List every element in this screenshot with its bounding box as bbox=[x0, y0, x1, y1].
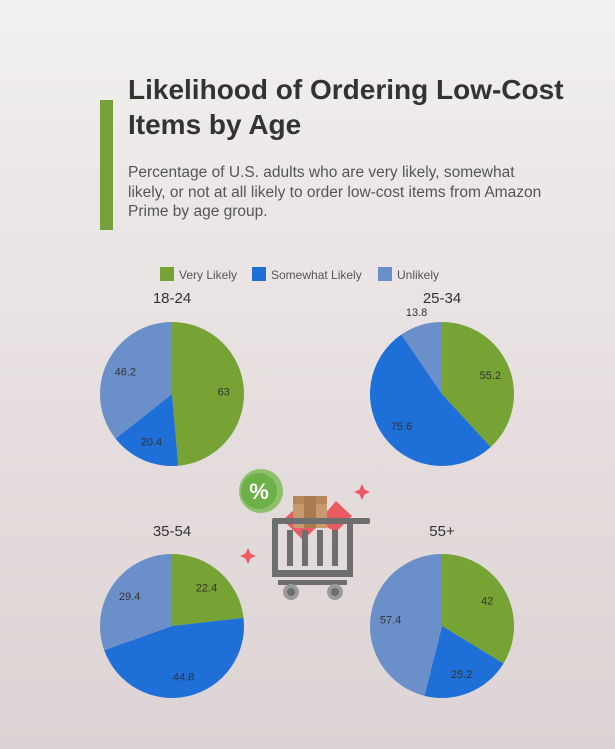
slice-label-35-54-unlikely: 29.4 bbox=[119, 591, 140, 603]
sparkle-icon bbox=[240, 548, 256, 564]
pie-slice-55-plus-very-likely bbox=[442, 554, 514, 664]
slice-label-55-plus-unlikely: 57.4 bbox=[380, 615, 401, 627]
pie-slice-35-54-very-likely bbox=[172, 554, 244, 626]
slice-label-18-24-unlikely: 46.2 bbox=[115, 366, 136, 378]
percent-badge-text: % bbox=[249, 479, 269, 504]
slice-label-25-34-unlikely: 13.8 bbox=[406, 307, 427, 319]
pie-title-18-24: 18-24 bbox=[153, 290, 191, 307]
slice-label-55-plus-somewhat-likely: 25.2 bbox=[451, 669, 472, 681]
pie-title-35-54: 35-54 bbox=[153, 523, 191, 540]
shopping-cart-icon bbox=[272, 518, 370, 600]
legend-label-very-likely: Very Likely bbox=[179, 268, 237, 282]
pie-slice-35-54-somewhat-likely bbox=[104, 617, 244, 699]
pie-slice-25-34-very-likely bbox=[442, 322, 514, 448]
pie-slice-55-plus-unlikely bbox=[369, 554, 442, 696]
legend: Very Likely Somewhat Likely Unlikely bbox=[160, 267, 439, 282]
pie-title-55-plus: 55+ bbox=[429, 523, 455, 540]
pie-slice-18-24-somewhat-likely bbox=[115, 394, 179, 466]
legend-label-somewhat-likely: Somewhat Likely bbox=[271, 268, 362, 282]
sparkle-icon bbox=[354, 484, 370, 500]
legend-swatch-unlikely bbox=[378, 267, 392, 281]
slice-label-35-54-somewhat-likely: 44.8 bbox=[173, 672, 194, 684]
slice-label-18-24-very-likely: 63 bbox=[218, 387, 230, 399]
pie-slice-25-34-somewhat-likely bbox=[370, 334, 491, 466]
pie-title-25-34: 25-34 bbox=[423, 290, 461, 307]
pies-layer: 63 20.4 46.2 55.2 75.6 13.8 22.4 44.8 29.4 42 25.2… bbox=[99, 307, 514, 699]
percent-badge-icon: % bbox=[239, 469, 283, 513]
pie-slice-18-24-unlikely bbox=[99, 322, 172, 439]
slice-label-35-54-very-likely: 22.4 bbox=[196, 582, 217, 594]
legend-swatch-very-likely bbox=[160, 267, 174, 281]
pie-slice-55-plus-somewhat-likely bbox=[424, 626, 504, 699]
pie-slice-25-34-unlikely bbox=[401, 322, 442, 394]
slice-label-18-24-somewhat-likely: 20.4 bbox=[141, 437, 162, 449]
slice-label-25-34-very-likely: 55.2 bbox=[480, 370, 501, 382]
pie-slice-35-54-unlikely bbox=[100, 554, 172, 651]
page-title: Likelihood of Ordering Low-Cost Items by… bbox=[128, 74, 564, 140]
legend-label-unlikely: Unlikely bbox=[397, 268, 439, 282]
accent-bar bbox=[100, 100, 113, 230]
page-subtitle: Percentage of U.S. adults who are very l… bbox=[128, 164, 542, 220]
legend-swatch-somewhat-likely bbox=[252, 267, 266, 281]
pie-slice-18-24-very-likely bbox=[172, 322, 244, 466]
slice-label-55-plus-very-likely: 42 bbox=[481, 596, 493, 608]
slice-label-25-34-somewhat-likely: 75.6 bbox=[391, 421, 412, 433]
